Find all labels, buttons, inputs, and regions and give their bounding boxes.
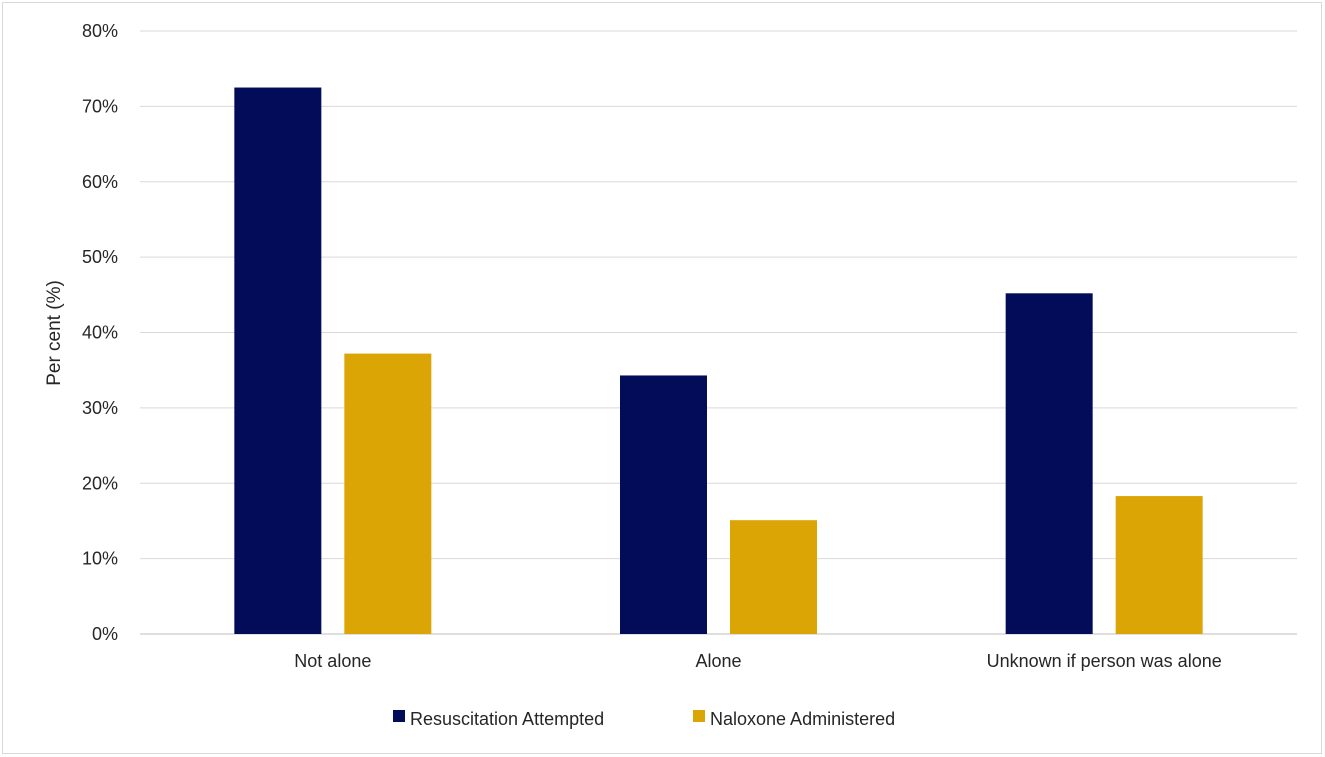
y-axis-ticks: 0% 10% 20% 30% 40% 50% 60% 70% 80% [82, 21, 118, 644]
bar-resuscitation-attempted [234, 87, 322, 634]
bar-naloxone-administered [1115, 496, 1203, 634]
y-tick-label: 50% [82, 247, 118, 267]
legend-label: Resuscitation Attempted [410, 709, 604, 729]
y-tick-label: 0% [92, 624, 118, 644]
y-tick-label: 60% [82, 172, 118, 192]
legend-label: Naloxone Administered [710, 709, 895, 729]
y-tick-label: 30% [82, 398, 118, 418]
y-axis-title: Per cent (%) [44, 280, 65, 386]
x-tick-label: Not alone [294, 651, 371, 671]
x-tick-label: Alone [695, 651, 741, 671]
legend-swatch [393, 710, 405, 722]
legend-swatch [693, 710, 705, 722]
bar-naloxone-administered [344, 353, 432, 634]
x-axis-ticks: Not alone Alone Unknown if person was alon… [294, 651, 1221, 671]
y-tick-label: 40% [82, 323, 118, 343]
legend: Resuscitation Attempted Naloxone Administ… [393, 709, 895, 729]
bar-resuscitation-attempted [1005, 293, 1093, 634]
gridlines [140, 30, 1297, 635]
bar-naloxone-administered [730, 520, 817, 634]
bar-resuscitation-attempted [620, 375, 707, 634]
bars [234, 87, 1203, 634]
y-tick-label: 10% [82, 549, 118, 569]
x-tick-label: Unknown if person was alone [987, 651, 1222, 671]
y-tick-label: 20% [82, 473, 118, 493]
y-tick-label: 80% [82, 21, 118, 41]
y-tick-label: 70% [82, 96, 118, 116]
